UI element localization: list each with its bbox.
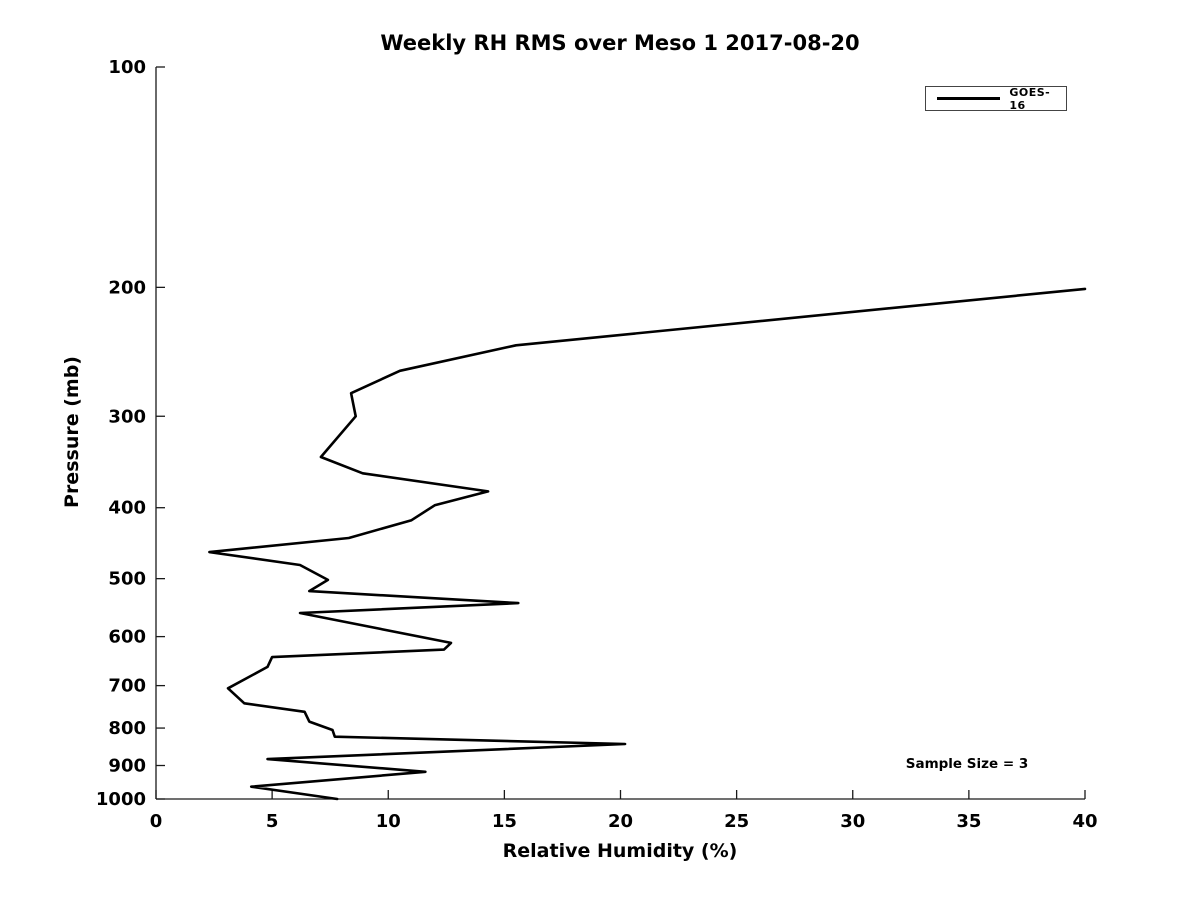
y-tick-label: 1000 — [96, 789, 146, 810]
x-axis-label: Relative Humidity (%) — [502, 840, 738, 862]
y-tick-label: 900 — [108, 756, 146, 777]
y-tick-label: 500 — [108, 569, 146, 590]
legend-label-goes-16: GOES-16 — [1009, 85, 1051, 112]
chart-title: Weekly RH RMS over Meso 1 2017-08-20 — [380, 31, 860, 55]
y-tick-label: 600 — [108, 627, 146, 648]
sample-size-annotation: Sample Size = 3 — [905, 756, 1029, 772]
x-tick-label: 0 — [150, 811, 163, 832]
legend-line-sample-icon — [937, 97, 1001, 100]
x-tick-label: 5 — [266, 811, 279, 832]
x-tick-label: 40 — [1072, 811, 1097, 832]
y-tick-label: 300 — [108, 406, 146, 427]
y-axis-label: Pressure (mb) — [61, 356, 83, 508]
x-tick-label: 35 — [956, 811, 981, 832]
y-tick-label: 100 — [108, 57, 146, 78]
x-tick-label: 30 — [840, 811, 865, 832]
x-tick-label: 25 — [724, 811, 749, 832]
y-tick-label: 700 — [108, 676, 146, 697]
y-tick-label: 200 — [108, 277, 146, 298]
y-tick-label: 400 — [108, 498, 146, 519]
x-tick-label: 15 — [492, 811, 517, 832]
legend-box: GOES-16 — [925, 85, 1067, 112]
x-tick-label: 20 — [608, 811, 633, 832]
data-line-goes-16 — [208, 287, 1087, 801]
x-tick-label: 10 — [376, 811, 401, 832]
y-tick-label: 800 — [108, 718, 146, 739]
